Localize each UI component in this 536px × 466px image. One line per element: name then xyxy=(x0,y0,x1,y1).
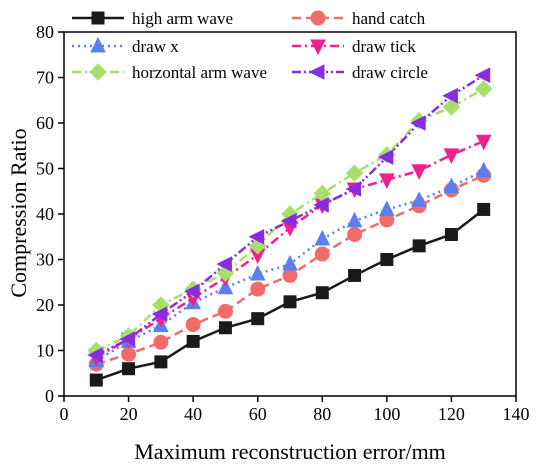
data-point xyxy=(89,373,103,387)
y-tick-label: 10 xyxy=(36,341,54,361)
data-point xyxy=(442,98,461,116)
data-point xyxy=(475,161,492,178)
data-point xyxy=(185,317,201,333)
data-point xyxy=(314,229,331,246)
x-tick-label: 0 xyxy=(60,404,69,424)
data-point xyxy=(380,253,394,266)
data-point xyxy=(248,228,265,245)
legend-marker xyxy=(310,10,326,26)
legend-label: hand catch xyxy=(352,9,426,28)
data-point xyxy=(216,256,232,272)
data-point xyxy=(412,239,426,253)
data-point xyxy=(443,148,460,164)
data-point xyxy=(474,67,491,84)
data-point xyxy=(250,281,266,297)
data-point xyxy=(119,331,136,347)
data-point xyxy=(280,213,297,229)
y-tick-label: 70 xyxy=(36,68,54,88)
x-tick-label: 120 xyxy=(438,404,465,424)
legend-marker xyxy=(89,63,107,81)
data-point xyxy=(122,362,136,376)
data-point xyxy=(348,268,362,282)
data-point xyxy=(87,347,103,363)
data-point xyxy=(283,295,297,309)
data-point xyxy=(151,306,168,322)
data-point xyxy=(411,164,427,180)
x-axis-title: Maximum reconstruction error/mm xyxy=(134,439,446,464)
legend: high arm wave hand catch draw x draw tick ho… xyxy=(72,9,428,82)
data-point xyxy=(379,200,395,216)
data-point xyxy=(153,334,169,350)
y-tick-label: 40 xyxy=(36,204,54,224)
legend-label: horzontal arm wave xyxy=(132,63,267,82)
data-point xyxy=(154,355,168,369)
data-point xyxy=(314,246,330,262)
x-tick-label: 100 xyxy=(373,404,400,424)
legend-item: draw tick xyxy=(292,37,416,56)
y-tick-label: 50 xyxy=(36,159,54,179)
data-point xyxy=(411,191,427,207)
legend-label: draw tick xyxy=(352,37,416,56)
series-2 xyxy=(88,161,492,368)
legend-marker xyxy=(91,11,105,25)
legend-label: high arm wave xyxy=(132,9,233,28)
data-point xyxy=(346,211,363,228)
legend-item: high arm wave xyxy=(72,9,233,28)
x-tick-label: 80 xyxy=(313,404,331,424)
series-5 xyxy=(87,67,491,363)
data-point xyxy=(121,346,137,362)
data-point xyxy=(347,226,363,242)
data-point xyxy=(442,87,458,104)
y-tick-label: 30 xyxy=(36,250,54,270)
data-point xyxy=(313,197,329,213)
legend-marker xyxy=(90,36,106,53)
data-point xyxy=(379,173,395,189)
data-point xyxy=(377,149,394,165)
legend-item: draw x xyxy=(72,36,179,56)
legend-label: draw circle xyxy=(352,63,428,82)
x-tick-label: 40 xyxy=(184,404,202,424)
data-point xyxy=(410,115,426,131)
data-point xyxy=(249,264,266,281)
data-point xyxy=(184,283,200,300)
data-point xyxy=(345,164,364,182)
series-0 xyxy=(89,202,491,387)
y-tick-label: 0 xyxy=(45,386,54,406)
legend-item: draw circle xyxy=(292,63,428,82)
x-tick-label: 20 xyxy=(120,404,138,424)
data-point xyxy=(345,181,362,197)
legend-item: hand catch xyxy=(292,9,426,28)
data-point xyxy=(443,177,460,194)
data-point xyxy=(282,254,298,271)
data-point xyxy=(475,80,493,98)
x-tick-label: 140 xyxy=(503,404,530,424)
data-point xyxy=(217,303,233,319)
y-axis-title: Compression Ratio xyxy=(6,128,31,297)
data-point xyxy=(315,286,329,300)
legend-label: draw x xyxy=(132,37,179,56)
y-tick-label: 80 xyxy=(36,22,54,42)
legend-marker xyxy=(308,64,325,80)
legend-marker xyxy=(310,39,326,56)
data-point xyxy=(186,334,200,348)
data-point xyxy=(477,202,491,216)
data-point xyxy=(444,227,458,241)
y-tick-label: 20 xyxy=(36,295,54,315)
data-point xyxy=(251,312,265,326)
legend-item: horzontal arm wave xyxy=(72,63,267,82)
x-tick-label: 60 xyxy=(249,404,267,424)
data-point xyxy=(475,134,492,151)
data-point xyxy=(218,321,232,335)
y-tick-label: 60 xyxy=(36,113,54,133)
